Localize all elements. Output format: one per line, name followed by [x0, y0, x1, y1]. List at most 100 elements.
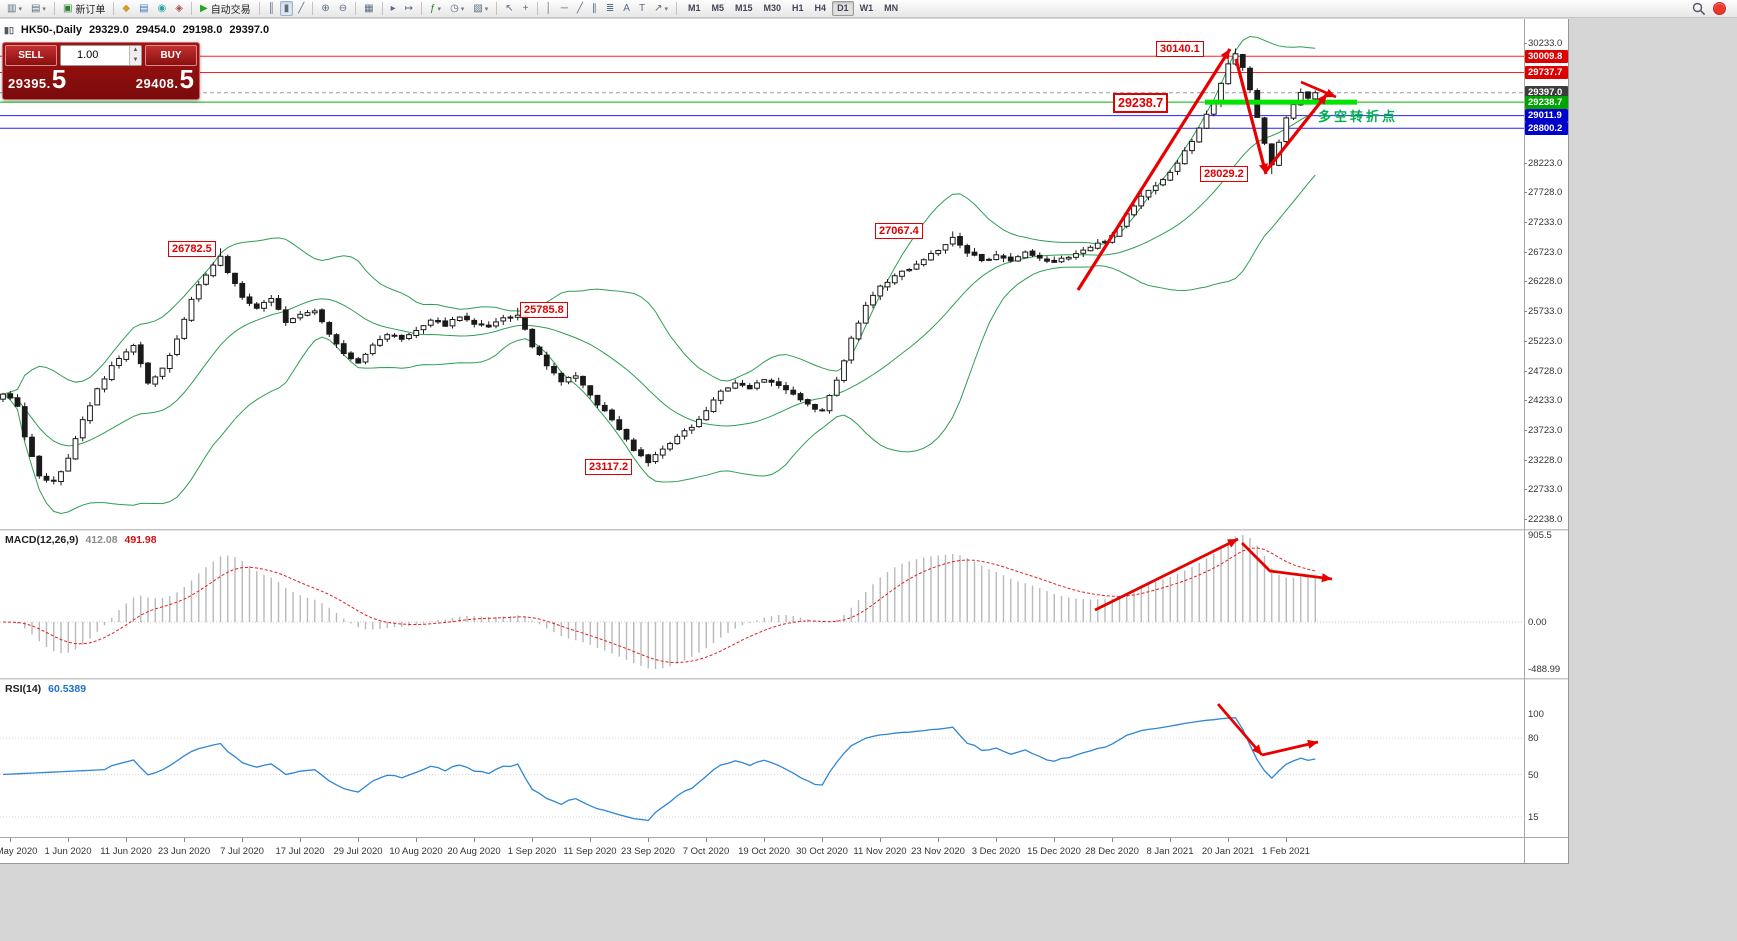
alerts-button[interactable]: ◈ — [171, 1, 187, 16]
candle-body — [884, 281, 891, 288]
notification-icon[interactable] — [1713, 2, 1726, 15]
profiles-button[interactable]: ▤ ▾ — [27, 1, 50, 16]
arrows-icon: ↗ — [654, 2, 663, 14]
price-badge-29011.9: 29011.9 — [1525, 109, 1568, 123]
candle-body — [906, 269, 913, 272]
candle-body — [1305, 91, 1311, 99]
candle-body — [768, 379, 775, 383]
candle-body — [739, 382, 746, 386]
timeframe-button-M15[interactable]: M15 — [735, 3, 753, 13]
bollinger-lower-band — [2, 174, 1316, 515]
time-tick-mark — [358, 838, 359, 842]
volume-value[interactable]: 1.00 — [77, 49, 99, 61]
vertical-line-button[interactable]: │ — [542, 1, 556, 16]
text-label-button[interactable]: T — [635, 1, 649, 16]
candle-body — [862, 304, 869, 324]
time-axis[interactable]: 20 May 2020 1 Jun 2020 11 Jun 2020 23 Jun 2… — [0, 837, 1568, 863]
text-button[interactable]: A — [619, 1, 634, 16]
community-button[interactable]: ◉ — [154, 1, 171, 16]
candle-body — [268, 298, 275, 303]
candle-body — [949, 236, 956, 245]
auto-scroll-button[interactable]: ▸ — [387, 1, 400, 16]
periods-button[interactable]: ◷ ▾ — [446, 1, 468, 16]
candle-body — [942, 244, 949, 251]
time-tick-mark — [474, 838, 475, 842]
price-tick-mark — [1524, 341, 1527, 343]
timeframe-button-H1[interactable]: H1 — [792, 3, 804, 13]
horizontal-line-button[interactable]: ─ — [557, 1, 572, 16]
crosshair-button[interactable]: + — [519, 1, 533, 16]
market-button[interactable]: ▤ — [135, 1, 152, 16]
indicators-button[interactable]: ƒ ▾ — [426, 1, 445, 16]
buy-button[interactable]: BUY — [145, 45, 197, 66]
new-chart-button[interactable]: ▥ ▾ — [3, 1, 26, 16]
timeframe-button-D1[interactable]: D1 — [832, 1, 854, 16]
search-icon[interactable] — [1692, 2, 1706, 16]
new-order-button[interactable]: ▣ 新订单 — [59, 1, 109, 16]
candle-body — [224, 256, 231, 274]
volume-up-button[interactable]: ▲ — [132, 47, 139, 53]
timeframe-button-MN[interactable]: MN — [884, 3, 899, 13]
templates-button[interactable]: ▧ ▾ — [469, 1, 492, 16]
candle-body — [1210, 102, 1217, 115]
macd-pane-canvas[interactable] — [0, 531, 1524, 678]
chart-shift-button[interactable]: ↦ — [401, 1, 417, 16]
price-badge-29238.7: 29238.7 — [1525, 95, 1568, 109]
tile-windows-button[interactable]: ▦ — [360, 1, 377, 16]
zoom-out-button[interactable]: ⊖ — [335, 1, 351, 16]
candle-body — [1261, 117, 1268, 144]
candle-body — [79, 419, 86, 439]
time-label-8-Jan-2021: 8 Jan 2021 — [1146, 846, 1194, 857]
candle-body — [297, 313, 304, 319]
candle-body — [761, 379, 768, 383]
candle-body — [174, 338, 180, 355]
candle-body — [630, 439, 637, 451]
time-label-1-Jun-2020: 1 Jun 2020 — [44, 846, 92, 857]
auto-trading-button[interactable]: ▶ 自动交易 — [196, 1, 255, 16]
pane-separator[interactable] — [0, 529, 1568, 531]
equidistant-channel-button[interactable]: ∥ — [588, 1, 601, 16]
horizontal-line-icon: ─ — [560, 2, 568, 14]
price-annotation-30140.1: 30140.1 — [1156, 41, 1204, 57]
line-chart-button[interactable]: ╱ — [294, 1, 308, 16]
bars-chart-button[interactable]: ║ — [264, 1, 279, 16]
sell-button[interactable]: SELL — [5, 45, 57, 66]
rsi-pane-canvas[interactable] — [0, 680, 1524, 837]
timeframe-button-M5[interactable]: M5 — [711, 3, 724, 13]
candle-body — [348, 352, 354, 360]
toolbar-separator — [312, 2, 314, 15]
candle-body — [261, 301, 267, 309]
candle-body — [21, 406, 28, 438]
candle-body — [369, 344, 376, 355]
trendline-button[interactable]: ╱ — [573, 1, 587, 16]
toolbar-separator — [496, 2, 498, 15]
fibonacci-button[interactable]: ≣ — [602, 1, 618, 16]
candle-body — [978, 254, 985, 262]
metaeditor-button[interactable]: ◆ — [118, 1, 134, 16]
timeframe-button-M30[interactable]: M30 — [763, 3, 782, 13]
pane-separator[interactable] — [0, 678, 1568, 680]
candle-body — [1036, 254, 1043, 259]
time-label-7-Jul-2020: 7 Jul 2020 — [220, 846, 264, 857]
price-tick-mark — [1524, 430, 1527, 432]
main-chart-canvas[interactable] — [0, 19, 1524, 529]
candle-body — [1203, 113, 1210, 129]
timeframe-button-H4[interactable]: H4 — [814, 3, 827, 13]
time-label-23-Sep-2020: 23 Sep 2020 — [621, 846, 675, 857]
profiles-icon: ▤ — [30, 2, 41, 14]
timeframe-button-M1[interactable]: M1 — [687, 3, 701, 13]
candle-body — [783, 385, 789, 391]
volume-field[interactable]: 1.00 ▲ ▼ — [60, 45, 142, 66]
toolbar-separator — [53, 2, 55, 15]
volume-down-button[interactable]: ▼ — [132, 56, 139, 63]
zoom-in-button[interactable]: ⊕ — [317, 1, 333, 16]
candle-body — [703, 410, 710, 421]
cursor-button[interactable]: ↖ — [501, 1, 517, 16]
candle-body — [232, 272, 238, 284]
candle-body — [993, 254, 1000, 261]
price-tick-mark — [1524, 162, 1527, 164]
arrows-button[interactable]: ↗ ▾ — [650, 1, 672, 16]
timeframe-button-W1[interactable]: W1 — [859, 3, 874, 13]
candlestick-chart-button[interactable]: ▮ — [279, 1, 294, 16]
candle-body — [529, 328, 536, 348]
